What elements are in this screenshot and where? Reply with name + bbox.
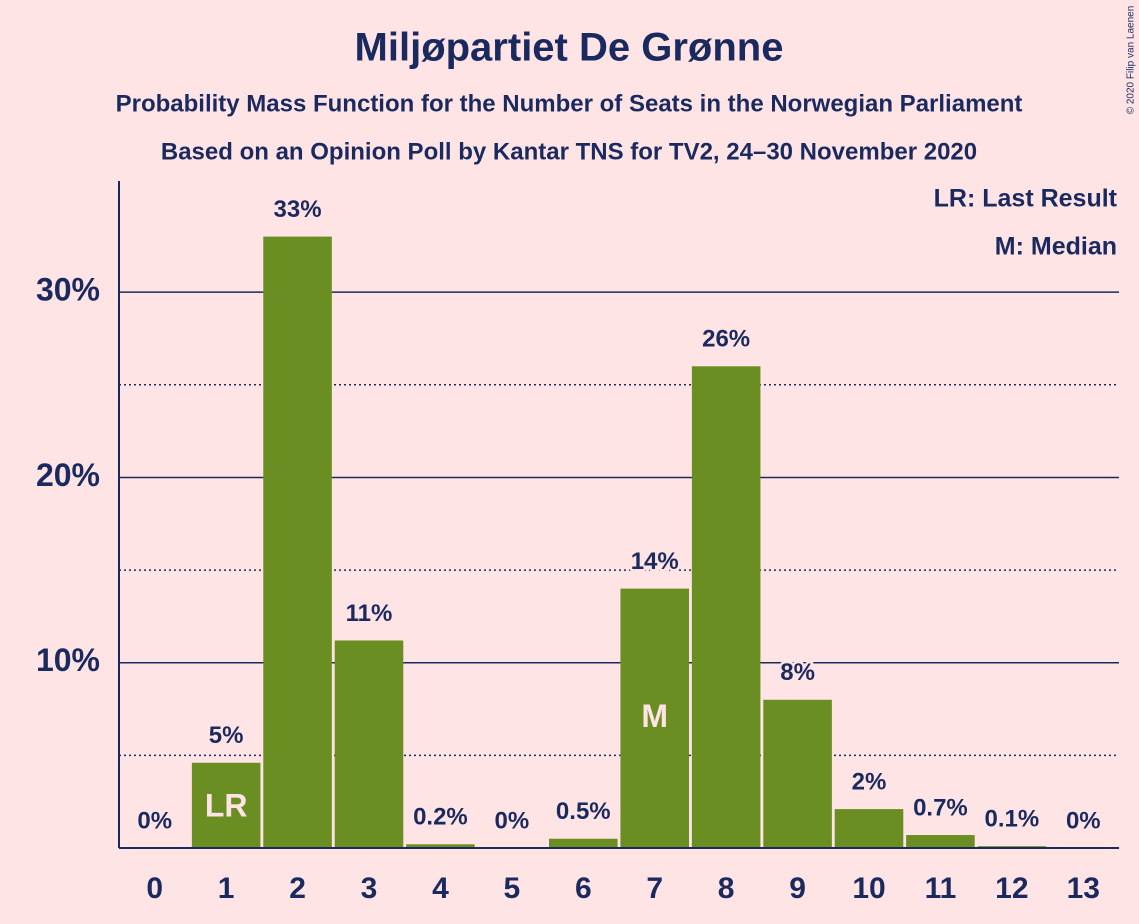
bar xyxy=(334,640,404,848)
bar xyxy=(763,699,832,848)
bar xyxy=(549,838,618,848)
x-tick-label: 6 xyxy=(575,872,592,905)
x-tick-label: 1 xyxy=(218,872,235,905)
x-tick-label: 12 xyxy=(995,872,1028,905)
bar xyxy=(620,588,689,848)
value-label: 11% xyxy=(346,600,393,627)
value-label: 0% xyxy=(1066,807,1101,834)
x-tick-label: 9 xyxy=(789,872,806,905)
bar xyxy=(191,762,261,848)
x-tick-label: 5 xyxy=(504,872,521,905)
marker-label: LR xyxy=(205,787,248,823)
value-label: 0.5% xyxy=(556,798,611,825)
x-tick-label: 13 xyxy=(1067,872,1100,905)
bar xyxy=(263,236,332,849)
x-tick-label: 11 xyxy=(925,872,957,905)
copyright: © 2020 Filip van Laenen xyxy=(1126,6,1137,115)
x-tick-label: 0 xyxy=(146,872,163,905)
x-tick-label: 2 xyxy=(289,872,306,905)
y-tick-label: 20% xyxy=(36,457,100,493)
x-tick-label: 8 xyxy=(718,872,735,905)
value-label: 14% xyxy=(631,548,679,575)
y-tick-label: 10% xyxy=(36,642,100,678)
value-label: 0.7% xyxy=(913,794,968,821)
x-tick-label: 4 xyxy=(432,872,449,905)
bar xyxy=(906,835,975,848)
value-label: 0% xyxy=(495,807,530,834)
marker-label: M xyxy=(641,698,668,734)
value-label: 5% xyxy=(209,722,244,749)
x-tick-label: 7 xyxy=(646,872,663,905)
chart-subtitle: Probability Mass Function for the Number… xyxy=(116,90,1023,117)
x-tick-label: 10 xyxy=(852,872,885,905)
bar xyxy=(691,366,761,848)
chart-title: Miljøpartiet De Grønne xyxy=(355,26,784,70)
legend-entry: M: Median xyxy=(995,233,1117,261)
x-tick-label: 3 xyxy=(361,872,378,905)
chart-subtitle: Based on an Opinion Poll by Kantar TNS f… xyxy=(161,138,977,165)
value-label: 8% xyxy=(780,659,815,686)
value-label: 26% xyxy=(702,326,750,353)
value-label: 0% xyxy=(137,807,172,834)
bar xyxy=(406,844,475,848)
legend-entry: LR: Last Result xyxy=(934,185,1118,213)
value-label: 33% xyxy=(274,196,322,223)
bar xyxy=(834,809,904,848)
value-label: 0.2% xyxy=(413,804,468,831)
value-label: 0.1% xyxy=(985,805,1040,832)
value-label: 2% xyxy=(852,768,887,795)
y-tick-label: 30% xyxy=(36,272,100,308)
